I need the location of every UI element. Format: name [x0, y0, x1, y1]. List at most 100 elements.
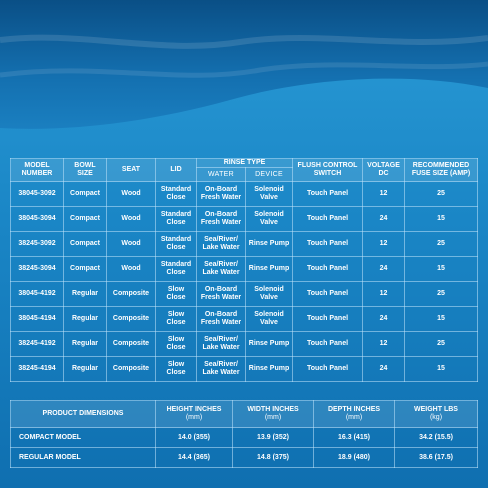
- header-unit: (kg): [429, 414, 443, 421]
- data-cell: Wood: [106, 181, 156, 207]
- data-cell: 15: [404, 356, 478, 382]
- subheader-cell: WATER: [196, 167, 246, 182]
- header-cell: WIDTH INCHES (mm): [232, 400, 314, 428]
- data-cell: Composite: [106, 331, 156, 357]
- data-cell: Composite: [106, 281, 156, 307]
- header-row: PRODUCT DIMENSIONS HEIGHT INCHES (mm) WIDTH…: [10, 400, 478, 428]
- header-text: DEPTH INCHES: [327, 406, 381, 413]
- data-cell: Solenoid Valve: [245, 181, 293, 207]
- data-cell: Regular: [63, 281, 107, 307]
- data-cell: Touch Panel: [292, 306, 363, 332]
- data-row: REGULAR MODEL 14.4 (365) 14.8 (375) 18.9 (4…: [10, 447, 478, 468]
- data-row: 38045-3092 Compact Wood Standard Close On-Bo…: [10, 181, 478, 207]
- data-cell: Slow Close: [155, 306, 197, 332]
- data-cell: Rinse Pump: [245, 356, 293, 382]
- header-text: PRODUCT DIMENSIONS: [42, 410, 124, 417]
- data-cell: 14.0 (355): [155, 427, 233, 448]
- header-cell: HEIGHT INCHES (mm): [155, 400, 233, 428]
- data-cell: 38245-4194: [10, 356, 64, 382]
- data-row: 38245-3094 Compact Wood Standard Close Sea/R…: [10, 256, 478, 282]
- data-cell: Standard Close: [155, 181, 197, 207]
- data-cell: Standard Close: [155, 206, 197, 232]
- data-cell: 38245-3092: [10, 231, 64, 257]
- data-cell: Wood: [106, 206, 156, 232]
- data-cell: On-Board Fresh Water: [196, 281, 246, 307]
- data-cell: Solenoid Valve: [245, 281, 293, 307]
- data-cell: Rinse Pump: [245, 256, 293, 282]
- data-cell: Composite: [106, 306, 156, 332]
- data-cell: 13.9 (352): [232, 427, 314, 448]
- data-cell: Rinse Pump: [245, 331, 293, 357]
- data-cell: 18.9 (480): [313, 447, 395, 468]
- header-text: WIDTH INCHES: [247, 406, 299, 413]
- data-cell: Standard Close: [155, 256, 197, 282]
- data-cell: Touch Panel: [292, 231, 363, 257]
- data-cell: 24: [362, 306, 405, 332]
- data-cell: 25: [404, 281, 478, 307]
- data-cell: Touch Panel: [292, 181, 363, 207]
- data-cell: 25: [404, 181, 478, 207]
- header-unit: (mm): [345, 414, 363, 421]
- data-cell: 24: [362, 356, 405, 382]
- header-text: WEIGHT LBS: [414, 406, 458, 413]
- data-cell: Wood: [106, 231, 156, 257]
- header-cell: BOWL SIZE: [63, 158, 107, 182]
- data-cell: 15: [404, 206, 478, 232]
- data-row: 38245-3092 Compact Wood Standard Close Sea/R…: [10, 231, 478, 257]
- subheader-row: WATER DEVICE: [11, 167, 478, 182]
- data-cell: Touch Panel: [292, 356, 363, 382]
- data-cell: Solenoid Valve: [245, 306, 293, 332]
- data-row: 38045-4192 Regular Composite Slow Close On-B…: [10, 281, 478, 307]
- data-cell: Compact: [63, 206, 107, 232]
- dimensions-table: PRODUCT DIMENSIONS HEIGHT INCHES (mm) WIDTH…: [10, 400, 478, 468]
- data-cell: Touch Panel: [292, 206, 363, 232]
- data-cell: Compact: [63, 256, 107, 282]
- header-cell: RECOMMENDED FUSE SIZE (AMP): [404, 158, 478, 182]
- data-cell: 12: [362, 231, 405, 257]
- data-cell: 12: [362, 281, 405, 307]
- data-cell: Sea/River/ Lake Water: [196, 356, 246, 382]
- data-cell: Touch Panel: [292, 256, 363, 282]
- header-cell: WEIGHT LBS (kg): [394, 400, 478, 428]
- data-cell: REGULAR MODEL: [10, 447, 156, 468]
- data-cell: 16.3 (415): [313, 427, 395, 448]
- header-unit: (mm): [185, 414, 203, 421]
- data-cell: Sea/River/ Lake Water: [196, 231, 246, 257]
- data-cell: 25: [404, 231, 478, 257]
- data-cell: 15: [404, 306, 478, 332]
- data-cell: On-Board Fresh Water: [196, 181, 246, 207]
- data-cell: 38045-4192: [10, 281, 64, 307]
- subheader-cell: DEVICE: [245, 167, 293, 182]
- model-table: MODEL NUMBER BOWL SIZE SEAT LID RINSE TYPE FL…: [10, 158, 478, 382]
- header-cell: VOLTAGE DC: [362, 158, 405, 182]
- data-row: 38245-4192 Regular Composite Slow Close Sea/…: [10, 331, 478, 357]
- data-cell: Sea/River/ Lake Water: [196, 331, 246, 357]
- data-cell: Sea/River/ Lake Water: [196, 256, 246, 282]
- data-cell: Solenoid Valve: [245, 206, 293, 232]
- header-cell: RINSE TYPE: [196, 158, 293, 168]
- data-cell: 15: [404, 256, 478, 282]
- header-row: MODEL NUMBER BOWL SIZE SEAT LID RINSE TYPE FL…: [10, 158, 478, 182]
- header-text: HEIGHT INCHES: [166, 406, 222, 413]
- data-cell: 38045-3094: [10, 206, 64, 232]
- data-cell: Wood: [106, 256, 156, 282]
- header-cell: SEAT: [106, 158, 156, 182]
- data-cell: COMPACT MODEL: [10, 427, 156, 448]
- header-cell: FLUSH CONTROL SWITCH: [292, 158, 363, 182]
- data-cell: 38245-3094: [10, 256, 64, 282]
- data-row: 38045-3094 Compact Wood Standard Close On-Bo…: [10, 206, 478, 232]
- data-cell: 24: [362, 206, 405, 232]
- data-cell: 14.8 (375): [232, 447, 314, 468]
- data-cell: Touch Panel: [292, 281, 363, 307]
- data-cell: Standard Close: [155, 231, 197, 257]
- data-cell: Slow Close: [155, 331, 197, 357]
- header-cell: MODEL NUMBER: [10, 158, 64, 182]
- data-cell: 38.6 (17.5): [394, 447, 478, 468]
- data-cell: Regular: [63, 331, 107, 357]
- header-unit: (mm): [264, 414, 282, 421]
- data-cell: 14.4 (365): [155, 447, 233, 468]
- data-row: 38045-4194 Regular Composite Slow Close On-B…: [10, 306, 478, 332]
- data-cell: Slow Close: [155, 281, 197, 307]
- data-cell: Compact: [63, 231, 107, 257]
